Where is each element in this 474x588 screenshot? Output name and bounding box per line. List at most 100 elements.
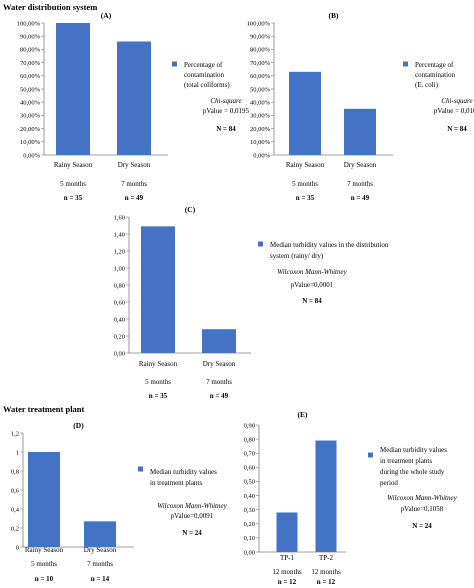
chart-d-title: (D) (73, 421, 84, 430)
chart-b-pvalue: pValue = 0,0107 (434, 107, 474, 115)
chart-d-tick-label: 0,2 (11, 525, 19, 532)
chart-c-tick-label: 1,00 (114, 265, 125, 272)
chart-e-legend-text: in treatment plants (380, 457, 432, 465)
chart-c-tick-label: 0,40 (114, 316, 125, 323)
chart-b-tick-label: 20,00% (250, 126, 271, 133)
chart-b-count-label: n = 35 (296, 194, 315, 202)
chart-c-tick-label: 0,80 (114, 282, 125, 289)
chart-b-category-label: Rainy Season (286, 161, 325, 169)
chart-b-tick-label: 70,00% (250, 60, 271, 67)
chart-d-tick-label: 1,2 (11, 430, 19, 437)
chart-a-tick-label: 40,00% (20, 100, 41, 107)
chart-e-bar (276, 512, 298, 552)
chart-b-test-name: Chi-square (441, 97, 472, 105)
chart-c-bar (141, 226, 175, 353)
chart-a-tick-label: 20,00% (20, 126, 41, 133)
chart-d-pvalue: pValue=0,0091 (171, 512, 214, 520)
chart-e-tick-label: 0,20 (244, 521, 255, 528)
chart-d-legend-marker (138, 466, 143, 472)
chart-a-tick-label: 60,00% (20, 73, 41, 80)
chart-b-bar (289, 71, 321, 155)
chart-c-legend-text: system (rainy/ dry) (270, 252, 324, 260)
chart-c-legend-text: Median turbidity values in the distribut… (270, 241, 389, 249)
chart-e-legend-marker (368, 452, 373, 458)
chart-c-legend-marker (258, 241, 263, 247)
chart-a-legend-text: Percentage of (184, 61, 223, 69)
chart-a-bar (56, 23, 90, 155)
chart-a-bar (117, 41, 151, 156)
chart-b-count-label: n = 49 (351, 194, 370, 202)
chart-c-test-name: Wilcoxon Mann-Whitney (277, 268, 347, 276)
chart-b-legend-text: contamination (415, 71, 456, 79)
chart-c-tick-label: 0,20 (114, 333, 125, 340)
chart-e-legend-text: period (380, 479, 398, 487)
chart-b-tick-label: 100,00% (247, 20, 271, 27)
chart-e-count-label: n = 12 (278, 578, 297, 586)
chart-e-tick-label: 0,10 (244, 535, 255, 542)
chart-e-legend-text: Median turbidity values (380, 446, 447, 454)
chart-e-tick-label: 0,50 (244, 479, 255, 486)
chart-a-legend-text: contamination (184, 71, 225, 79)
chart-b-tick-label: 10,00% (250, 139, 271, 146)
chart-b-tick-label: 90,00% (250, 34, 271, 41)
chart-e-period-label: 12 months (311, 568, 341, 576)
chart-a-tick-label: 50,00% (20, 86, 41, 93)
chart-a-tick-label: 100,00% (17, 20, 41, 27)
chart-e-category-label: TP-1 (280, 554, 295, 562)
chart-b-tick-label: 0,00% (253, 152, 270, 159)
chart-b-title: (B) (329, 11, 340, 20)
chart-a-title: (A) (101, 11, 112, 20)
chart-c-category-label: Dry Season (203, 360, 236, 368)
chart-c-tick-label: 0,60 (114, 299, 125, 306)
chart-c-title: (C) (185, 205, 196, 214)
chart-c-tick-label: 1,40 (114, 231, 125, 238)
chart-d-test-name: Wilcoxon Mann-Whitney (157, 502, 227, 510)
chart-e-count-label: n = 12 (317, 578, 336, 586)
chart-d-count-label: n = 14 (91, 575, 110, 583)
chart-a-total: N = 84 (216, 125, 236, 133)
chart-c-tick-label: 0,00 (114, 350, 125, 357)
chart-a-count-label: n = 35 (64, 194, 83, 202)
section-title-distribution: Water distribution system (3, 2, 98, 12)
chart-b-legend-text: (E. coli) (415, 81, 439, 89)
chart-d-period-label: 5 months (31, 560, 57, 568)
chart-c-total: N = 84 (302, 297, 322, 305)
chart-d-total: N = 24 (182, 529, 202, 537)
chart-b-total: N = 84 (447, 125, 467, 133)
chart-c-pvalue: pValue=0,0001 (291, 281, 334, 289)
chart-e-tick-label: 0,30 (244, 507, 255, 514)
chart-c-period-label: 5 months (145, 378, 171, 386)
chart-d-tick-label: 0,4 (11, 506, 20, 513)
chart-b-period-label: 5 months (292, 180, 318, 188)
chart-e-bar (315, 440, 337, 552)
chart-e-tick-label: 0,60 (244, 465, 255, 472)
chart-d-tick-label: 1 (16, 449, 19, 456)
chart-b-legend-text: Percentage of (415, 61, 454, 69)
chart-d-bar (84, 521, 116, 547)
chart-b-legend-marker (403, 61, 408, 67)
chart-d-tick-label: 0 (16, 544, 19, 551)
chart-b-tick-label: 40,00% (250, 100, 271, 107)
chart-c-tick-label: 1,60 (114, 214, 125, 221)
chart-e-period-label: 12 months (272, 568, 302, 576)
chart-a-pvalue: pValue = 0,0195 (203, 107, 250, 115)
chart-d-tick-label: 0,8 (11, 468, 19, 475)
chart-b-tick-label: 30,00% (250, 113, 271, 120)
chart-e-tick-label: 0,90 (244, 422, 255, 429)
chart-a-legend-text: (total coliforms) (184, 81, 230, 89)
chart-a-legend-marker (172, 61, 177, 67)
chart-c-count-label: n = 49 (210, 392, 229, 400)
chart-e-total: N = 24 (412, 522, 432, 530)
chart-d-period-label: 7 months (87, 560, 113, 568)
chart-d-legend-text: Median turbidity values (150, 468, 217, 476)
chart-d-category-label: Dry Season (84, 546, 117, 554)
chart-b-tick-label: 50,00% (250, 86, 271, 93)
chart-a-tick-label: 30,00% (20, 113, 41, 120)
chart-a-tick-label: 0,00% (23, 152, 40, 159)
chart-b-bar (344, 108, 376, 155)
chart-e-tick-label: 0,70 (244, 451, 255, 458)
chart-a-period-label: 5 months (60, 180, 86, 188)
chart-c-bar (202, 329, 236, 353)
chart-e-category-label: TP-2 (319, 554, 334, 562)
